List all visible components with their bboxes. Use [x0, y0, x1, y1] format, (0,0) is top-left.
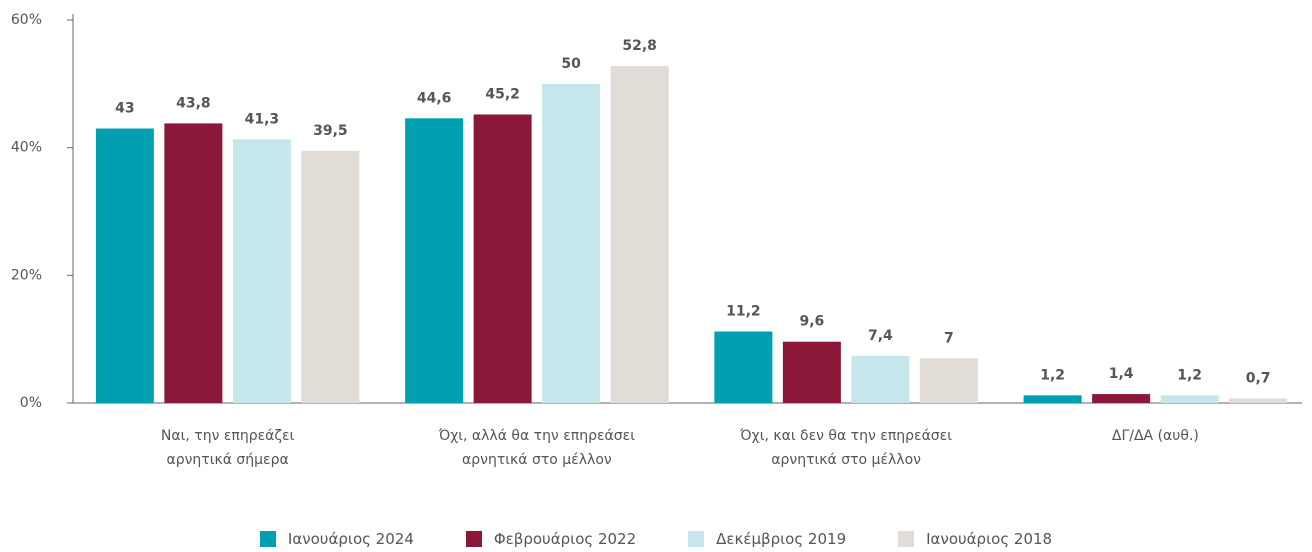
x-tick-label: Ναι, την επηρεάζει αρνητικά σήμερα — [160, 428, 295, 468]
bar — [714, 331, 773, 403]
bar — [95, 128, 154, 403]
legend-item: Φεβρουάριος 2022 — [465, 530, 637, 548]
legend-label: Ιανουάριος 2024 — [287, 530, 414, 548]
value-label: 7 — [944, 330, 954, 346]
legend-label: Δεκέμβριος 2019 — [716, 530, 847, 548]
value-label: 1,4 — [1109, 366, 1134, 382]
value-label: 7,4 — [868, 328, 893, 344]
bar — [405, 118, 464, 403]
value-label: 39,5 — [313, 123, 348, 139]
bar — [301, 150, 360, 403]
value-label: 41,3 — [245, 111, 280, 127]
bar — [851, 355, 910, 403]
value-label: 45,2 — [485, 86, 520, 102]
x-tick-label: Όχι, αλλά θα την επηρεάσει αρνητικά στο … — [438, 428, 635, 468]
y-tick-label: 60% — [11, 12, 42, 28]
value-label: 11,2 — [726, 304, 761, 320]
legend-swatch — [898, 531, 915, 547]
bar — [232, 139, 291, 403]
legend: Ιανουάριος 2024 Φεβρουάριος 2022 Δεκέμβριο… — [0, 530, 1312, 548]
legend-label: Φεβρουάριος 2022 — [493, 530, 637, 548]
value-label: 52,8 — [622, 38, 657, 54]
y-tick-label: 0% — [20, 395, 42, 411]
bar — [919, 358, 978, 403]
value-label: 43 — [115, 101, 134, 117]
legend-swatch — [465, 531, 482, 547]
legend-item: Ιανουάριος 2024 — [259, 530, 414, 548]
bar — [542, 83, 601, 403]
legend-item: Δεκέμβριος 2019 — [688, 530, 846, 548]
y-tick-label: 40% — [11, 140, 42, 156]
legend-item: Ιανουάριος 2018 — [898, 530, 1052, 548]
x-tick-label: Όχι, και δεν θα την επηρεάσει αρνητικά σ… — [740, 428, 952, 468]
value-label: 9,6 — [799, 314, 824, 330]
legend-swatch — [688, 531, 705, 547]
value-label: 1,2 — [1177, 367, 1202, 383]
value-label: 43,8 — [176, 95, 211, 111]
value-label: 0,7 — [1246, 371, 1271, 387]
bar — [1229, 398, 1288, 403]
legend-swatch — [259, 531, 276, 547]
y-tick-label: 20% — [11, 267, 42, 283]
x-tick-label: ΔΓ/ΔΑ (αυθ.) — [1111, 428, 1199, 444]
bar — [610, 65, 669, 404]
bar — [473, 114, 532, 404]
bar — [1023, 395, 1082, 403]
value-label: 1,2 — [1040, 367, 1065, 383]
value-label: 44,6 — [417, 90, 452, 106]
bar — [1092, 394, 1151, 403]
bar — [1160, 395, 1219, 403]
bar — [164, 123, 223, 403]
legend-label: Ιανουάριος 2018 — [926, 530, 1053, 548]
value-label: 50 — [561, 56, 581, 72]
bar — [782, 341, 841, 403]
